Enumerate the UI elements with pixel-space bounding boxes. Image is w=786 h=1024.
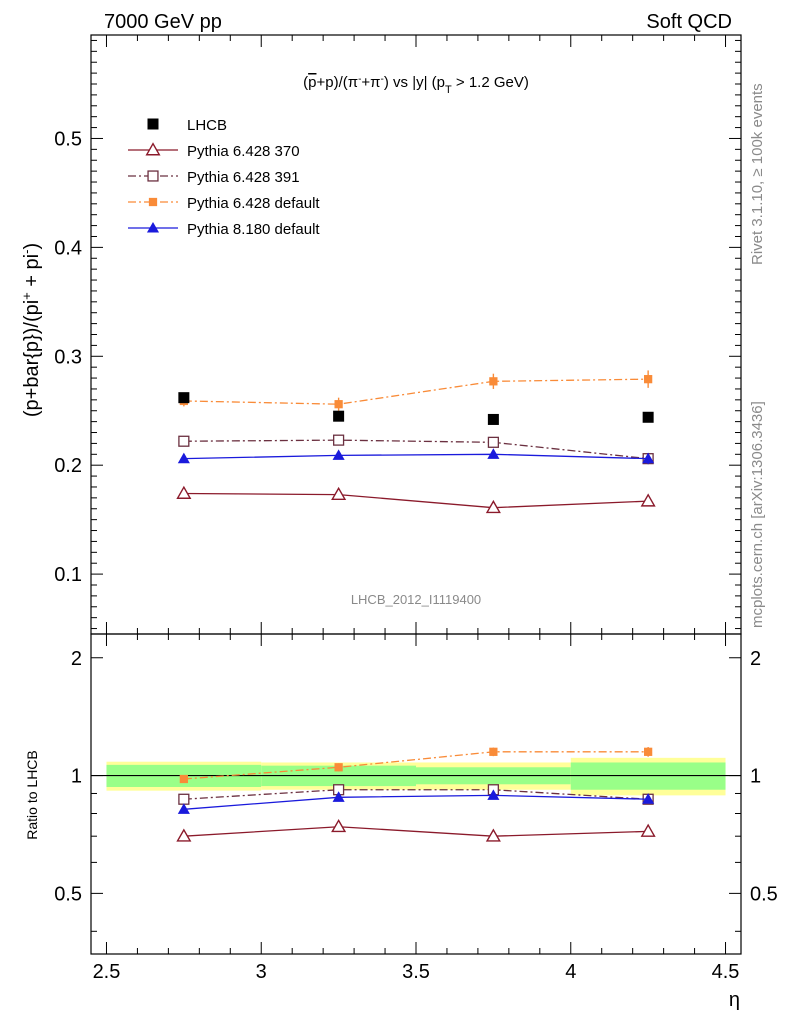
- legend-marker-pythia-8-180-default: [146, 221, 160, 233]
- ratio-frame: [90, 633, 742, 955]
- ratio-point-pythia-8-180-default: [177, 803, 190, 814]
- point-pythia-6-428-default: [644, 375, 653, 384]
- point-lhcb: [642, 411, 654, 423]
- header-left: 7000 GeV pp: [104, 11, 222, 33]
- ratio-point-pythia-6-428-default: [334, 763, 343, 772]
- point-lhcb: [178, 392, 190, 404]
- ratio-y-tick-label: 2: [71, 648, 82, 670]
- legend-label-pythia-6-428-default: Pythia 6.428 default: [187, 195, 320, 212]
- x-axis-label: η: [729, 989, 740, 1011]
- x-tick-label: 4: [565, 961, 576, 983]
- ratio-y-tick-label: 2: [750, 648, 761, 670]
- legend-label-pythia-6-428-391: Pythia 6.428 391: [187, 169, 300, 186]
- ratio-point-pythia-6-428-default: [644, 747, 653, 756]
- y-tick-label: 0.3: [54, 346, 82, 368]
- ratio-point-pythia-6-428-default: [489, 747, 498, 756]
- point-pythia-6-428-370: [485, 499, 501, 514]
- y-tick-label: 0.2: [54, 455, 82, 477]
- point-pythia-6-428-391: [333, 434, 345, 446]
- legend-marker-pythia-6-428-370: [145, 142, 161, 156]
- side-source: mcplots.cern.ch [arXiv:1306.3436]: [749, 401, 766, 628]
- header-right: Soft QCD: [646, 11, 732, 33]
- ratio-point-pythia-8-180-default: [487, 789, 500, 800]
- plot-marks: [176, 370, 656, 842]
- ratio-point-pythia-6-428-370: [640, 823, 656, 837]
- point-pythia-6-428-370: [176, 485, 192, 499]
- legend-marker-pythia-6-428-default: [148, 197, 158, 207]
- ratio-y-tick-label: 0.5: [54, 883, 82, 905]
- x-tick-label: 3: [256, 961, 267, 983]
- ratio-line-pythia-6-428-370: [183, 826, 649, 837]
- point-lhcb: [333, 410, 345, 422]
- ratio-point-pythia-6-428-370: [331, 819, 347, 833]
- series-line-pythia-8-180-default: [183, 453, 649, 460]
- ratio-y-axis-label: Ratio to LHCB: [24, 750, 40, 839]
- point-pythia-8-180-default: [487, 448, 500, 459]
- legend: LHCB Pythia 6.428 370 Pythia 6.428 391 Pyth…: [128, 117, 320, 238]
- point-pythia-6-428-default: [489, 377, 498, 386]
- point-pythia-8-180-default: [642, 452, 655, 464]
- ratio-point-pythia-6-428-default: [179, 774, 188, 784]
- y-tick-label: 0.4: [54, 237, 82, 259]
- side-rivet: Rivet 3.1.10, ≥ 100k events: [749, 83, 766, 265]
- ratio-line-pythia-8-180-default: [183, 794, 649, 810]
- point-pythia-8-180-default: [177, 452, 190, 464]
- ratio-point-pythia-6-428-391: [178, 793, 190, 805]
- legend-label-pythia-6-428-370: Pythia 6.428 370: [187, 143, 300, 160]
- ratio-y-tick-label: 1: [71, 766, 82, 788]
- point-pythia-6-428-391: [178, 435, 190, 447]
- y-tick-label: 0.1: [54, 564, 82, 586]
- ratio-point-pythia-8-180-default: [332, 791, 345, 802]
- point-pythia-6-428-370: [331, 486, 347, 501]
- point-pythia-8-180-default: [332, 449, 345, 460]
- point-pythia-6-428-370: [640, 493, 656, 507]
- x-tick-label: 2.5: [93, 961, 121, 983]
- plot-title: (p+p)/(π-+π-) vs |y| (pT > 1.2 GeV): [303, 74, 529, 97]
- series-line-pythia-6-428-370: [183, 492, 649, 509]
- ratio-y-tick-label: 0.5: [750, 883, 778, 905]
- legend-label-lhcb: LHCB: [187, 117, 227, 134]
- analysis-label: LHCB_2012_I1119400: [351, 592, 481, 607]
- legend-marker-lhcb: [147, 118, 159, 130]
- legend-marker-pythia-6-428-391: [147, 170, 159, 182]
- series-line-pythia-6-428-391: [183, 439, 649, 460]
- x-tick-label: 3.5: [402, 961, 430, 983]
- ratio-point-pythia-6-428-370: [485, 828, 501, 842]
- ratio-line-pythia-6-428-391: [183, 789, 649, 800]
- series-line-pythia-6-428-default: [183, 378, 649, 405]
- y-tick-label: 0.5: [54, 128, 82, 150]
- point-pythia-6-428-391: [487, 436, 499, 448]
- legend-label-pythia-8-180-default: Pythia 8.180 default: [187, 221, 320, 238]
- point-lhcb: [487, 413, 499, 425]
- x-tick-label: 4.5: [712, 961, 740, 983]
- ratio-point-pythia-8-180-default: [642, 793, 655, 804]
- y-axis-label: (p+bar{p})/(pi+ + pi-): [19, 243, 44, 417]
- ratio-plot-area: 0.5 0.5 1 1 2 2: [54, 633, 778, 955]
- ratio-point-pythia-6-428-370: [176, 828, 192, 842]
- ratio-y-tick-label: 1: [750, 766, 761, 788]
- ratio-line-pythia-6-428-default: [183, 751, 649, 780]
- point-pythia-6-428-default: [334, 400, 343, 409]
